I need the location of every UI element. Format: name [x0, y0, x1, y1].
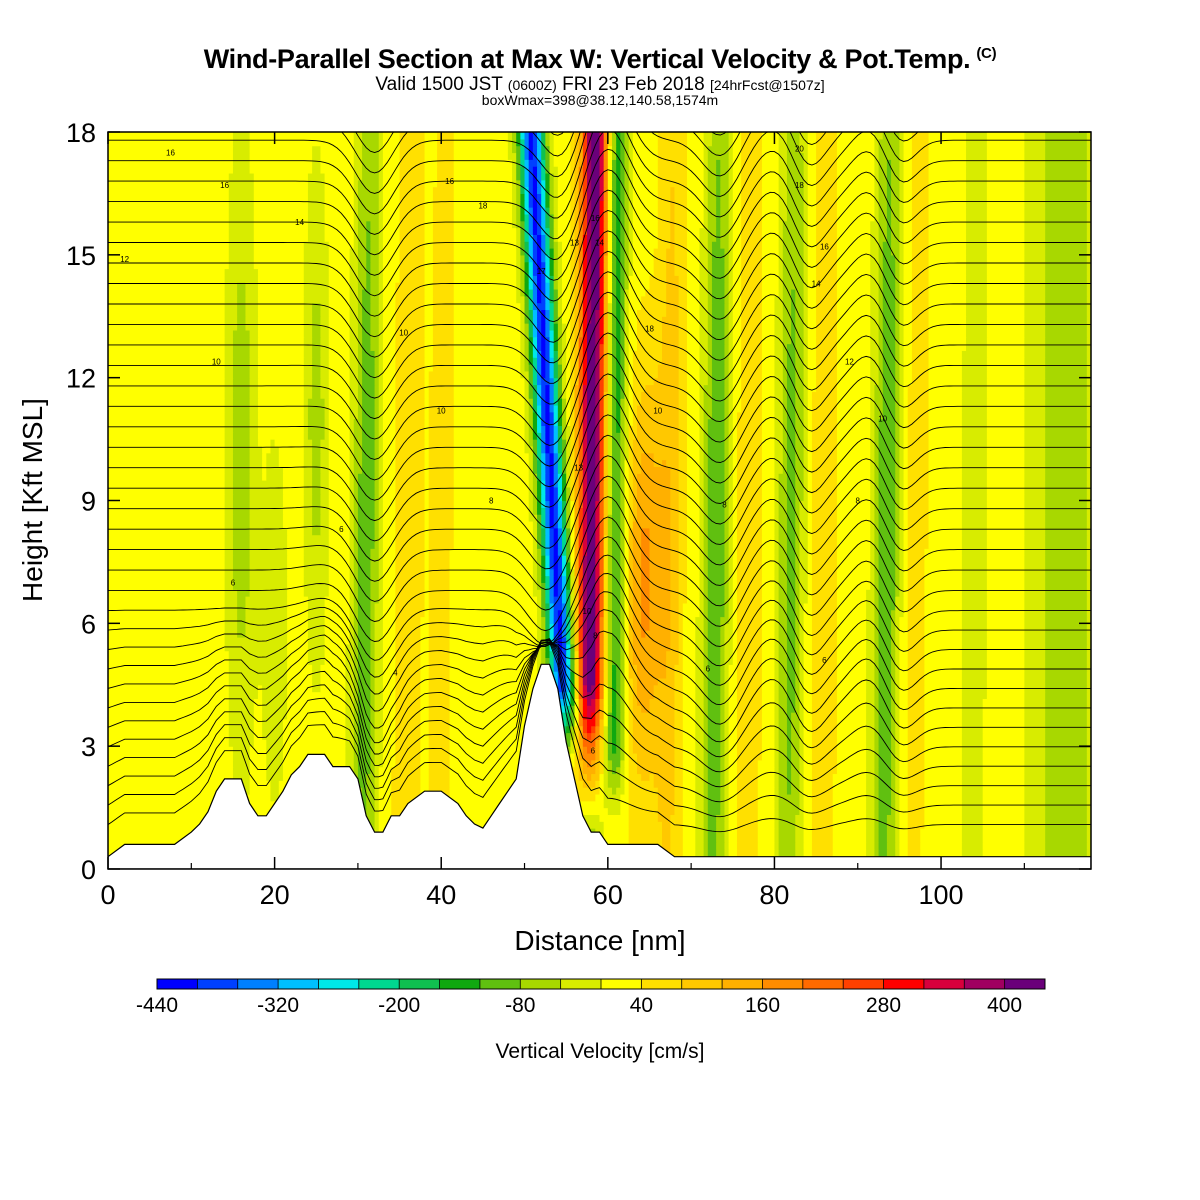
colorbar-label: Vertical Velocity [cm/s]	[496, 1040, 705, 1063]
y-tick-label: 9	[81, 487, 96, 517]
colorbar-swatch	[358, 979, 400, 989]
colorbar: -440 -320 -200 -80 40 160 280 400	[136, 978, 1046, 1017]
theta-contour-label: 6	[231, 578, 236, 587]
theta-contours	[108, 132, 1091, 833]
y-axis-label: Height [Kft MSL]	[17, 398, 48, 602]
x-tick-label: 80	[759, 880, 789, 910]
theta-contour-label: 18	[645, 325, 654, 334]
theta-contour-label: 16	[445, 177, 454, 186]
theta-contour-label: 14	[595, 239, 604, 248]
axes: 0 20 40 60 80 100 0 3 6 9 12 15 18	[66, 118, 1091, 910]
colorbar-swatch	[722, 979, 763, 989]
x-tick-label: 0	[100, 880, 115, 910]
y-tick-label: 12	[66, 364, 96, 394]
theta-contour-label: 6	[591, 746, 596, 755]
colorbar-swatch	[439, 979, 481, 989]
colorbar-swatch	[520, 979, 561, 989]
theta-contour-label: 4	[393, 669, 398, 678]
theta-contour-label: 10	[212, 357, 221, 366]
theta-contour-label: 6	[822, 656, 827, 665]
utc-time: (0600Z)	[507, 77, 557, 93]
colorbar-swatch	[601, 979, 642, 989]
colorbar-tick-label: 400	[987, 994, 1022, 1017]
colorbar-tick-label: -80	[505, 994, 535, 1017]
colorbar-swatch	[399, 979, 440, 989]
theta-contour-label: 8	[722, 501, 727, 510]
colorbar-swatch	[762, 979, 804, 989]
forecast-info: [24hrFcst@1507z]	[709, 77, 825, 93]
theta-contour-label: 13	[574, 464, 583, 473]
y-tick-label: 18	[66, 118, 96, 148]
colorbar-tick-label: -200	[378, 994, 420, 1017]
y-tick-label: 0	[81, 855, 96, 885]
theta-contour-label: 13	[570, 239, 579, 248]
colorbar-swatch	[802, 979, 844, 989]
box-info: boxWmax=398@38.12,140.58,1574m	[481, 92, 719, 108]
terrain	[108, 663, 1091, 869]
theta-contour-label: 14	[812, 280, 821, 289]
colorbar-swatch	[237, 979, 279, 989]
x-tick-label: 40	[426, 880, 456, 910]
copyright-mark: (C)	[976, 45, 997, 62]
colorbar-swatch	[923, 979, 965, 989]
colorbar-swatch	[883, 979, 925, 989]
y-tick-label: 3	[81, 732, 96, 762]
theta-contour-label: 8	[855, 497, 860, 506]
theta-contour-label: 6	[339, 525, 344, 534]
theta-contour-label: 17	[537, 267, 546, 276]
theta-contour-label: 16	[820, 243, 829, 252]
colorbar-swatch	[479, 979, 521, 989]
theta-contour-label: 16	[166, 149, 175, 158]
velocity-field	[108, 132, 1091, 869]
chart-subtitle: Valid 1500 JST (0600Z) FRI 23 Feb 2018 […	[375, 74, 825, 95]
theta-contour-label: 10	[653, 406, 662, 415]
colorbar-swatch	[681, 979, 723, 989]
colorbar-tick-label: -320	[257, 994, 299, 1017]
x-tick-label: 100	[919, 880, 964, 910]
colorbar-swatch	[278, 979, 319, 989]
theta-contour-label: 8	[593, 632, 598, 641]
colorbar-swatch	[318, 979, 360, 989]
colorbar-tick-label: -440	[136, 994, 178, 1017]
theta-contour-label: 20	[795, 144, 804, 153]
theta-contour-label: 12	[120, 255, 129, 264]
y-tick-label: 15	[66, 241, 96, 271]
theta-contour-label: 12	[845, 357, 854, 366]
theta-contour-label: 16	[591, 214, 600, 223]
theta-contour-labels: 16 16 16 18 14 12 10 10 10 8 6 6 4 17 13 16 14 18 10 13 10 8 6…	[120, 144, 887, 755]
colorbar-swatch	[560, 979, 602, 989]
colorbar-tick-label: 280	[866, 994, 901, 1017]
colorbar-swatch	[964, 979, 1005, 989]
theta-contour-label: 10	[878, 415, 887, 424]
colorbar-tick-label: 160	[745, 994, 780, 1017]
x-axis-label: Distance [nm]	[514, 925, 685, 956]
colorbar-tick-label: 40	[630, 994, 653, 1017]
theta-contour-label: 8	[489, 497, 494, 506]
theta-contour-label: 10	[583, 607, 592, 616]
theta-contour-label: 18	[478, 202, 487, 211]
colorbar-swatch	[641, 979, 683, 989]
y-tick-label: 6	[81, 609, 96, 639]
colorbar-swatch	[1004, 979, 1046, 989]
theta-contour-label: 14	[295, 218, 304, 227]
colorbar-swatch	[157, 979, 198, 989]
theta-contour-label: 18	[795, 181, 804, 190]
chart-title: Wind-Parallel Section at Max W: Vertical…	[203, 44, 997, 74]
x-tick-label: 60	[593, 880, 623, 910]
theta-contour-label: 16	[220, 181, 229, 190]
colorbar-swatch	[197, 979, 239, 989]
theta-contour-label: 6	[706, 664, 711, 673]
colorbar-swatch	[843, 979, 884, 989]
theta-contour-label: 10	[399, 329, 408, 338]
x-tick-label: 20	[260, 880, 290, 910]
theta-contour-label: 10	[437, 406, 446, 415]
